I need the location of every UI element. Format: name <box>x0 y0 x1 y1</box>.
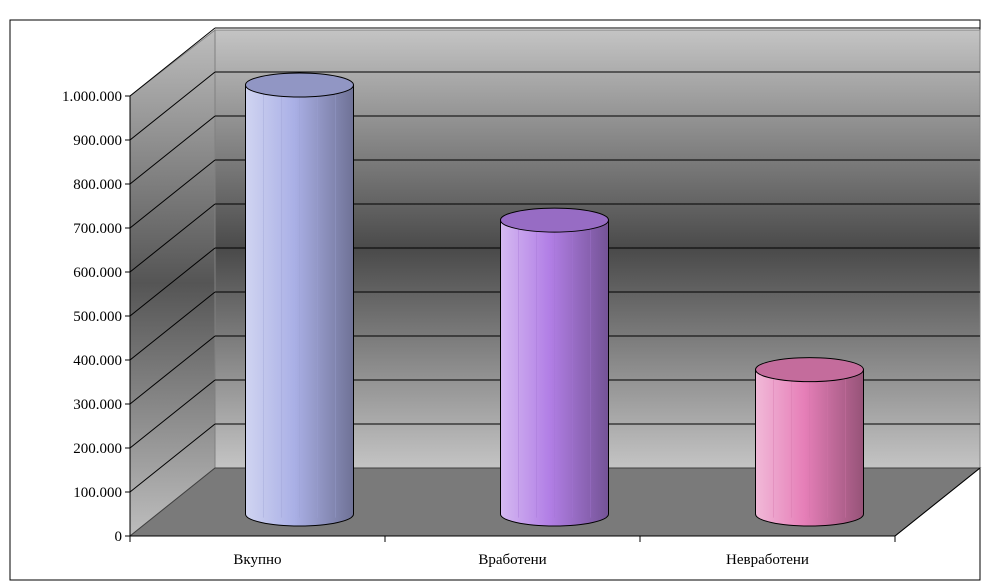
y-tick-label: 500.000 <box>73 309 122 325</box>
x-tick-label: Вкупно <box>233 552 281 568</box>
gridline-side <box>129 379 216 449</box>
y-tick-label: 700.000 <box>73 221 122 237</box>
y-tick-label: 1.000.000 <box>62 89 122 105</box>
y-tick-label: 200.000 <box>73 441 122 457</box>
bar-2 <box>755 357 864 527</box>
y-tick-label: 800.000 <box>73 177 122 193</box>
y-tick-label: 300.000 <box>73 397 122 413</box>
y-tick-label: 100.000 <box>73 485 122 501</box>
y-tick-label: 900.000 <box>73 133 122 149</box>
y-tick-label: 600.000 <box>73 265 122 281</box>
gridline-side <box>129 115 216 185</box>
x-tick-label: Вработени <box>478 552 546 568</box>
x-tick-label: Невработени <box>726 552 809 568</box>
bar-top <box>755 357 864 383</box>
bar-0 <box>245 72 354 527</box>
floor-edge <box>894 467 981 537</box>
gridline-side <box>129 291 216 361</box>
y-tick-label: 0 <box>115 529 123 545</box>
y-tick-label: 400.000 <box>73 353 122 369</box>
gridline-side <box>129 71 216 141</box>
bar-1 <box>500 207 609 527</box>
bar-top <box>500 207 609 233</box>
gridline-side <box>129 247 216 317</box>
gridline-side <box>129 423 216 493</box>
gridline-side <box>129 159 216 229</box>
gridline-side <box>129 27 216 97</box>
bar-top <box>245 72 354 98</box>
gridline-side <box>129 335 216 405</box>
gridline-side <box>129 203 216 273</box>
